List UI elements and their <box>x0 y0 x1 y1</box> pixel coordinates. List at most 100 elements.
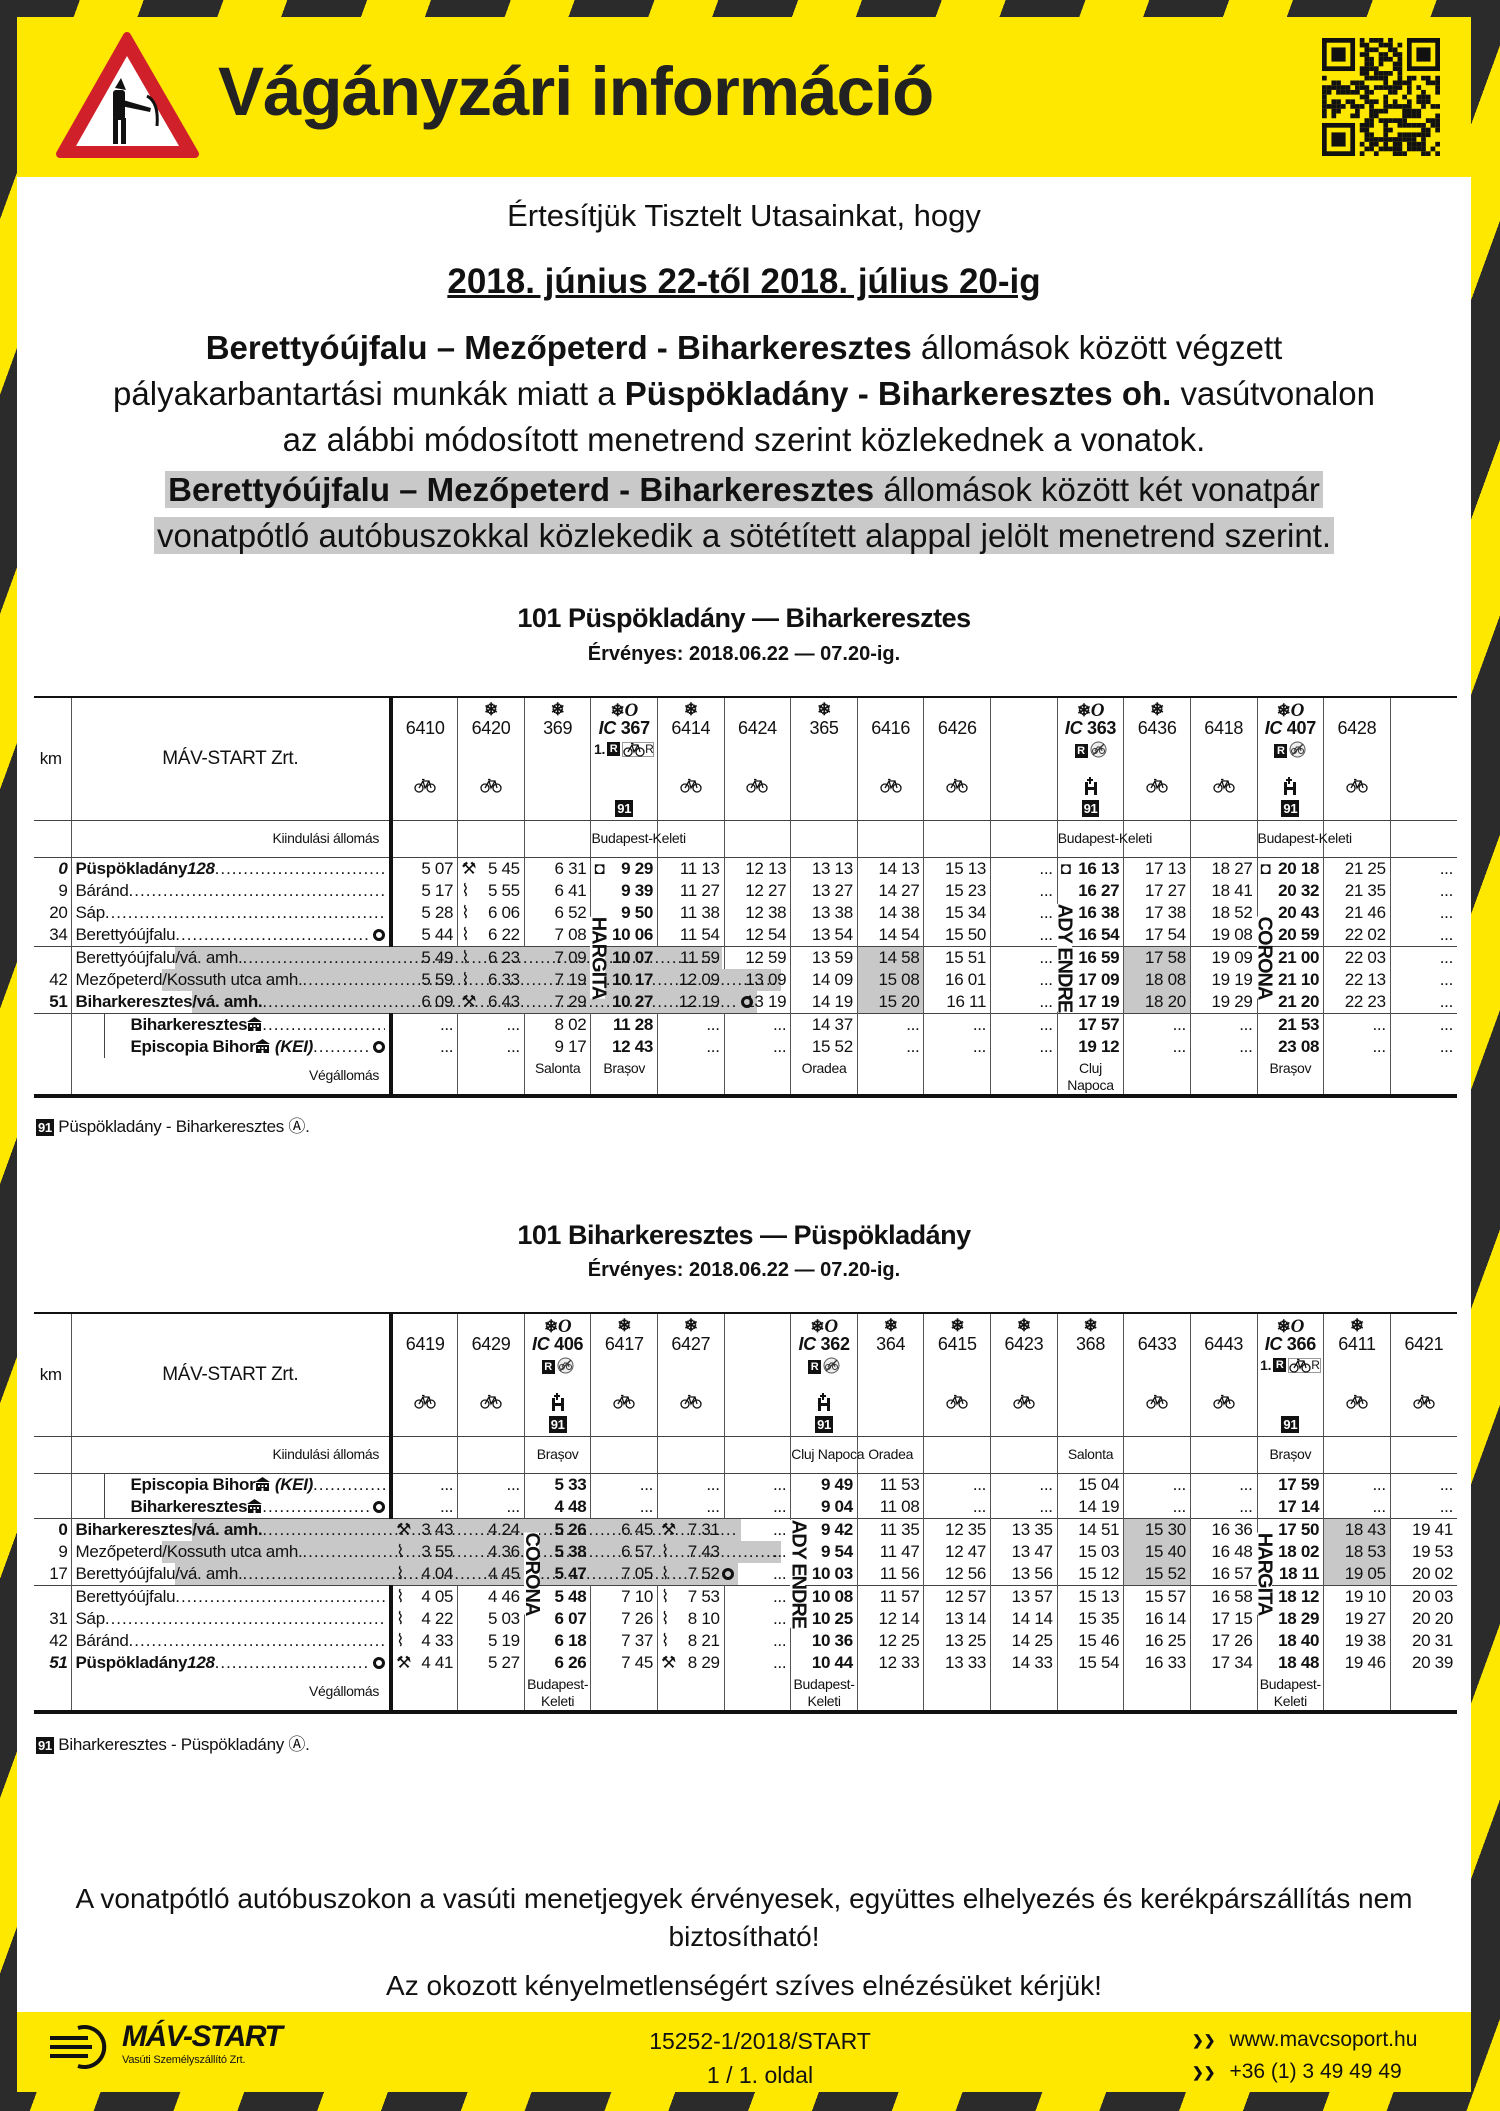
time-cell: 9 04 <box>790 1495 858 1518</box>
border-station-icon <box>247 1014 263 1036</box>
time-cell: ... <box>1189 1495 1258 1518</box>
bike-icon <box>658 778 724 798</box>
page-title: Vágányzári információ <box>218 53 934 130</box>
destination-station <box>1189 1673 1258 1714</box>
ref-badge: 91 <box>36 1737 54 1754</box>
time-cell: 10 27 <box>590 990 658 1013</box>
time-cell: 11 27 <box>657 879 725 902</box>
time-cell: 4 24 <box>457 1517 525 1541</box>
time-cell: ... <box>1189 1012 1258 1036</box>
station-name: Berettyóújfalu <box>76 924 390 946</box>
air-conditioned-icon: ❄ <box>1349 1316 1364 1335</box>
time-cell: 12 56 <box>923 1562 991 1585</box>
time-cell: 9 49 <box>790 1472 858 1496</box>
time-cell: 6 06 ⌇ <box>457 901 525 924</box>
train-header-row: km MÁV-START Zrt. 6419 6429 ❄O IC 406 R 91 ❄ 6417… <box>34 1312 1457 1437</box>
border-station-icon <box>255 1036 271 1058</box>
air-conditioned-icon: ❄ <box>950 1316 965 1335</box>
train-number: 6436 <box>1137 718 1177 738</box>
website-url[interactable]: www.mavcsoport.hu <box>1229 2028 1418 2051</box>
station-name-cell: Berettyóújfalu <box>70 1584 392 1608</box>
time-cell: 7 08 <box>523 923 591 946</box>
footnote-ref: 91 <box>1281 800 1300 817</box>
station-label: Biharkeresztes <box>130 1014 248 1034</box>
origin-station <box>1389 1436 1457 1474</box>
km-value: 0 <box>34 1517 71 1541</box>
km-value: 20 <box>49 902 68 922</box>
time-cell: 14 19 <box>790 990 858 1013</box>
train-number: 6426 <box>937 718 977 738</box>
time-cell: ... <box>1389 990 1457 1013</box>
station-name: Episcopia Bihor (KEI) <box>103 1473 390 1496</box>
origin-station: Oradea <box>856 1436 924 1474</box>
air-conditioned-icon: ❄ <box>817 700 832 719</box>
website-link[interactable]: ❯❯ www.mavcsoport.hu <box>1192 2028 1417 2052</box>
train-number: 6416 <box>871 718 911 738</box>
time-cell: 11 53 <box>856 1472 924 1496</box>
origin-station <box>389 820 458 858</box>
no-bike-icon <box>1090 741 1107 761</box>
origin-station <box>723 820 791 858</box>
time-cell: 11 38 <box>657 901 725 924</box>
time-cell: 14 33 <box>990 1651 1058 1674</box>
time-cell: 5 33 <box>523 1472 591 1496</box>
reservation-icon: R <box>541 1360 555 1374</box>
time-cell: 5 28 <box>389 901 458 924</box>
time-cell: ... <box>1389 945 1457 969</box>
time-cell: 15 04 <box>1056 1472 1124 1496</box>
time-cell: 19 10 <box>1323 1584 1391 1608</box>
time-cell: 7 09 <box>523 945 591 969</box>
time-cell: 5 47 CORONA <box>521 1532 591 1615</box>
bistro-icon <box>791 1392 857 1417</box>
km-value: 34 <box>49 924 68 944</box>
time-cell: 18 08 <box>1123 968 1191 991</box>
time-cell: ... <box>723 1472 791 1496</box>
station-name-cell: Mezőpeterd/Kossuth utca amh. <box>70 968 782 991</box>
time-cell: ... <box>723 1012 791 1036</box>
timetable-1-title: 101 Püspökladány — Biharkeresztes <box>517 603 971 633</box>
square-icon: ◘ <box>594 858 605 878</box>
time-cell: 16 33 <box>1123 1651 1191 1674</box>
time-cell: 19 12 <box>1056 1035 1124 1058</box>
time-cell: 15 30 <box>1123 1517 1191 1541</box>
origin-station <box>1389 820 1457 858</box>
time-cell: 5 07 <box>389 856 458 880</box>
train-number: IC 367 <box>598 718 651 738</box>
time-cell: 22 03 <box>1323 945 1391 969</box>
time-cell: ... <box>1323 1472 1391 1496</box>
operator-name: MÁV-START Zrt. <box>70 696 392 821</box>
origin-station <box>856 820 924 858</box>
time-cell: 18 02 <box>1256 1540 1324 1563</box>
time-cell: 4 48 <box>523 1495 591 1518</box>
station-name: Püspökladány 128 <box>76 858 390 880</box>
time-cell: 20 18 ◘ <box>1256 856 1324 880</box>
train-number: 6421 <box>1404 1334 1444 1354</box>
time-cell: ... <box>990 990 1058 1013</box>
station-row: Episcopia Bihor (KEI)......5 33.........… <box>34 1472 1457 1496</box>
time-cell: 3 43 ⚒ <box>389 1517 458 1541</box>
time-cell: 21 00 CORONA <box>1254 916 1324 999</box>
first-class: 1. <box>1260 1357 1272 1373</box>
time-cell: 14 58 <box>856 945 924 969</box>
km-value <box>34 945 71 969</box>
origin-station: Salonta <box>1056 1436 1124 1474</box>
time-cell: ... <box>990 923 1058 946</box>
origin-station <box>1189 1436 1258 1474</box>
train-column-header: 6410 <box>389 696 458 821</box>
time-cell: 18 53 <box>1323 1540 1391 1563</box>
station-label: Püspökladány <box>75 858 188 878</box>
time-cell: 10 17 <box>590 968 658 991</box>
station-name: Biharkeresztes <box>103 1495 390 1518</box>
time-cell: 12 09 <box>657 968 725 991</box>
time-cell: 13 38 <box>790 901 858 924</box>
train-column-header: 6424 <box>723 696 791 821</box>
time-cell: 17 57 <box>1056 1012 1124 1036</box>
train-number: 6411 <box>1338 1334 1376 1354</box>
time-cell: 15 12 <box>1056 1562 1124 1585</box>
time-cell: 16 57 <box>1189 1562 1258 1585</box>
no-bike-icon <box>823 1357 840 1377</box>
document-number: 15252-1/2018/START <box>649 2028 871 2054</box>
station-name-cell: Biharkeresztes/vá. amh. <box>70 1517 742 1541</box>
station-name-cell: Sáp <box>70 1607 392 1630</box>
